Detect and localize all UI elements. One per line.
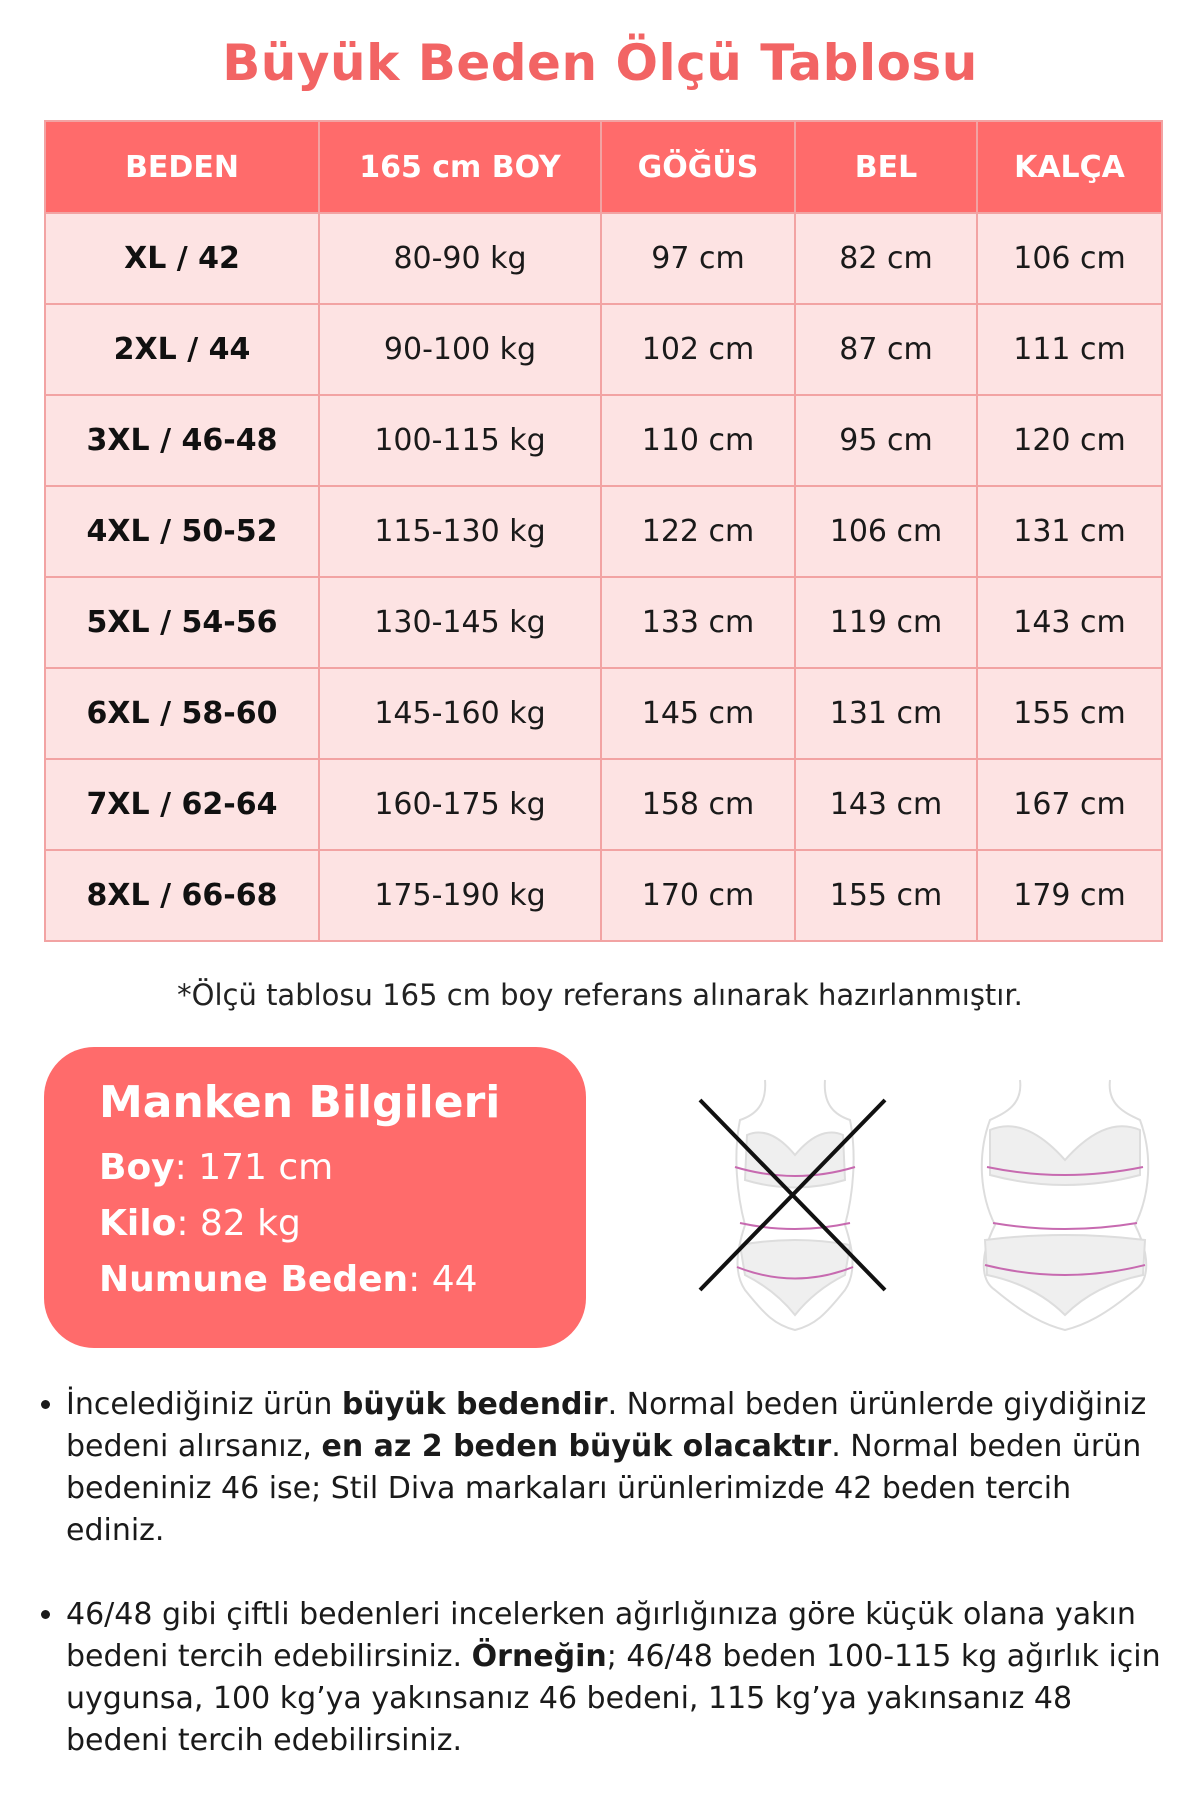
header-kalca: KALÇA [976, 120, 1163, 214]
cell-gogus: 145 cm [600, 667, 796, 760]
bold-text: Örneğin [471, 1639, 607, 1674]
cell-beden: 8XL / 66-68 [44, 849, 320, 942]
footnote: *Ölçü tablosu 165 cm boy referans alınar… [177, 978, 1023, 1012]
cell-kalca: 111 cm [976, 303, 1163, 396]
label: Boy [99, 1147, 175, 1188]
value: : 44 [408, 1259, 478, 1300]
text: ; 46/48 beden 100-115 kg ağırlık için uy… [66, 1639, 1161, 1758]
cell-kalca: 155 cm [976, 667, 1163, 760]
cell-boy: 115-130 kg [318, 485, 602, 578]
cell-gogus: 133 cm [600, 576, 796, 669]
table-row: 6XL / 58-60 145-160 kg 145 cm 131 cm 155 cm [44, 667, 1163, 760]
text: 46/48 gibi çiftli bedenleri incelerken a… [66, 1597, 1136, 1674]
cell-kalca: 143 cm [976, 576, 1163, 669]
cell-bel: 155 cm [794, 849, 978, 942]
header-bel: BEL [794, 120, 978, 214]
bold-text: büyük bedendir [341, 1387, 608, 1422]
cell-bel: 119 cm [794, 576, 978, 669]
cell-bel: 143 cm [794, 758, 978, 851]
cell-bel: 95 cm [794, 394, 978, 487]
cell-gogus: 170 cm [600, 849, 796, 942]
table-row: 2XL / 44 90-100 kg 102 cm 87 cm 111 cm [44, 303, 1163, 396]
table-row: 4XL / 50-52 115-130 kg 122 cm 106 cm 131 cm [44, 485, 1163, 578]
value: : 171 cm [174, 1147, 334, 1188]
cell-beden: 2XL / 44 [44, 303, 320, 396]
cell-kalca: 167 cm [976, 758, 1163, 851]
model-sample-size: Numune Beden: 44 [99, 1252, 586, 1308]
cell-beden: 6XL / 58-60 [44, 667, 320, 760]
cell-bel: 82 cm [794, 212, 978, 305]
bold-text: en az 2 beden büyük olacaktır [321, 1429, 832, 1464]
cell-beden: 5XL / 54-56 [44, 576, 320, 669]
cell-kalca: 131 cm [976, 485, 1163, 578]
table-header: BEDEN 165 cm BOY GÖĞÜS BEL KALÇA [44, 120, 1163, 214]
model-weight: Kilo: 82 kg [99, 1196, 586, 1252]
table-row: 7XL / 62-64 160-175 kg 158 cm 143 cm 167 cm [44, 758, 1163, 851]
page-title: Büyük Beden Ölçü Tablosu [222, 34, 978, 92]
table-row: 5XL / 54-56 130-145 kg 133 cm 119 cm 143 cm [44, 576, 1163, 669]
cell-boy: 100-115 kg [318, 394, 602, 487]
cell-gogus: 102 cm [600, 303, 796, 396]
info-bullets: İncelediğiniz ürün büyük bedendir. Norma… [36, 1384, 1166, 1804]
cell-gogus: 122 cm [600, 485, 796, 578]
header-beden: BEDEN [44, 120, 320, 214]
header-gogus: GÖĞÜS [600, 120, 796, 214]
cell-kalca: 179 cm [976, 849, 1163, 942]
table-row: XL / 42 80-90 kg 97 cm 82 cm 106 cm [44, 212, 1163, 305]
cell-boy: 160-175 kg [318, 758, 602, 851]
cell-bel: 131 cm [794, 667, 978, 760]
body-figure-wrong-icon [698, 1079, 887, 1332]
cell-boy: 90-100 kg [318, 303, 602, 396]
header-boy: 165 cm BOY [318, 120, 602, 214]
body-figure-correct-icon [980, 1079, 1150, 1332]
model-height: Boy: 171 cm [99, 1140, 586, 1196]
label: Numune Beden [99, 1259, 409, 1300]
cell-gogus: 110 cm [600, 394, 796, 487]
cell-beden: 4XL / 50-52 [44, 485, 320, 578]
label: Kilo [99, 1203, 177, 1244]
text: İncelediğiniz ürün [66, 1387, 342, 1422]
cell-beden: 7XL / 62-64 [44, 758, 320, 851]
cell-boy: 80-90 kg [318, 212, 602, 305]
bullet-item: 46/48 gibi çiftli bedenleri incelerken a… [66, 1594, 1166, 1762]
model-info-box: Manken Bilgileri Boy: 171 cm Kilo: 82 kg… [44, 1047, 586, 1348]
cell-bel: 106 cm [794, 485, 978, 578]
cell-gogus: 97 cm [600, 212, 796, 305]
cell-bel: 87 cm [794, 303, 978, 396]
text: . Normal beden ürün bedeniniz 46 ise; St… [66, 1429, 1142, 1548]
cell-beden: 3XL / 46-48 [44, 394, 320, 487]
value: : 82 kg [176, 1203, 301, 1244]
model-info-title: Manken Bilgileri [99, 1077, 501, 1128]
cell-gogus: 158 cm [600, 758, 796, 851]
text: . Normal beden ürünlerde giydiğiniz bede… [66, 1387, 1147, 1464]
cell-boy: 130-145 kg [318, 576, 602, 669]
cell-boy: 175-190 kg [318, 849, 602, 942]
size-table: BEDEN 165 cm BOY GÖĞÜS BEL KALÇA XL / 42… [44, 120, 1163, 942]
cell-kalca: 106 cm [976, 212, 1163, 305]
cell-boy: 145-160 kg [318, 667, 602, 760]
cell-beden: XL / 42 [44, 212, 320, 305]
bullet-item: İncelediğiniz ürün büyük bedendir. Norma… [66, 1384, 1166, 1552]
table-row: 3XL / 46-48 100-115 kg 110 cm 95 cm 120 cm [44, 394, 1163, 487]
cell-kalca: 120 cm [976, 394, 1163, 487]
table-row: 8XL / 66-68 175-190 kg 170 cm 155 cm 179 cm [44, 849, 1163, 942]
